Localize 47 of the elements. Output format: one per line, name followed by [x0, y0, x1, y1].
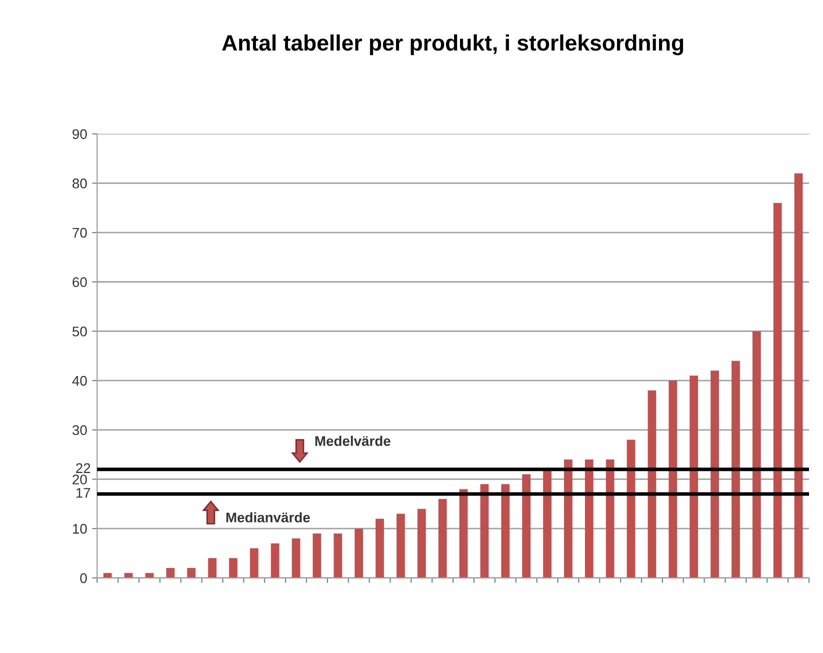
chart-title: Antal tabeller per produkt, i storleksordning	[222, 34, 684, 56]
bar	[543, 469, 552, 578]
bar	[459, 489, 468, 578]
bar	[773, 202, 782, 578]
bar	[312, 534, 322, 578]
bar	[103, 572, 112, 578]
y-tick-label: 20	[72, 474, 87, 484]
bar	[166, 568, 175, 578]
bar	[690, 376, 698, 578]
bar	[522, 474, 531, 578]
bar	[668, 380, 678, 578]
y-tick-label: 0	[80, 573, 87, 584]
annotation: Medianvärde	[226, 512, 310, 522]
bar	[794, 173, 803, 578]
bar	[438, 498, 447, 578]
annotation: Medelvärde	[315, 436, 390, 446]
y-tick-label: 50	[72, 326, 87, 336]
y-tick-label: 80	[72, 178, 87, 188]
bar	[270, 543, 280, 578]
y-tick-label: 60	[72, 277, 87, 288]
bar	[250, 548, 258, 578]
ref-line-label: 22	[76, 463, 90, 473]
bar	[354, 528, 364, 578]
bar	[229, 558, 238, 578]
bar	[606, 459, 614, 578]
y-tick-label: 10	[73, 524, 87, 534]
bar	[334, 534, 342, 578]
y-tick-label: 90	[72, 129, 87, 140]
bar	[480, 484, 489, 578]
bar	[396, 514, 405, 578]
y-tick-label: 30	[72, 425, 87, 436]
bar	[564, 459, 572, 578]
bar	[417, 508, 426, 578]
y-tick-label: 70	[72, 228, 87, 238]
bar	[292, 538, 300, 578]
bar	[208, 558, 216, 578]
ref-line-label: 17	[76, 488, 90, 498]
bar	[752, 331, 761, 578]
bar	[584, 459, 594, 578]
bar	[648, 390, 656, 578]
bar	[187, 568, 196, 578]
bar	[732, 360, 740, 578]
bar	[710, 370, 719, 578]
bar	[376, 518, 384, 578]
bar	[501, 484, 510, 578]
y-tick-label: 40	[72, 376, 87, 386]
bar	[626, 440, 636, 578]
